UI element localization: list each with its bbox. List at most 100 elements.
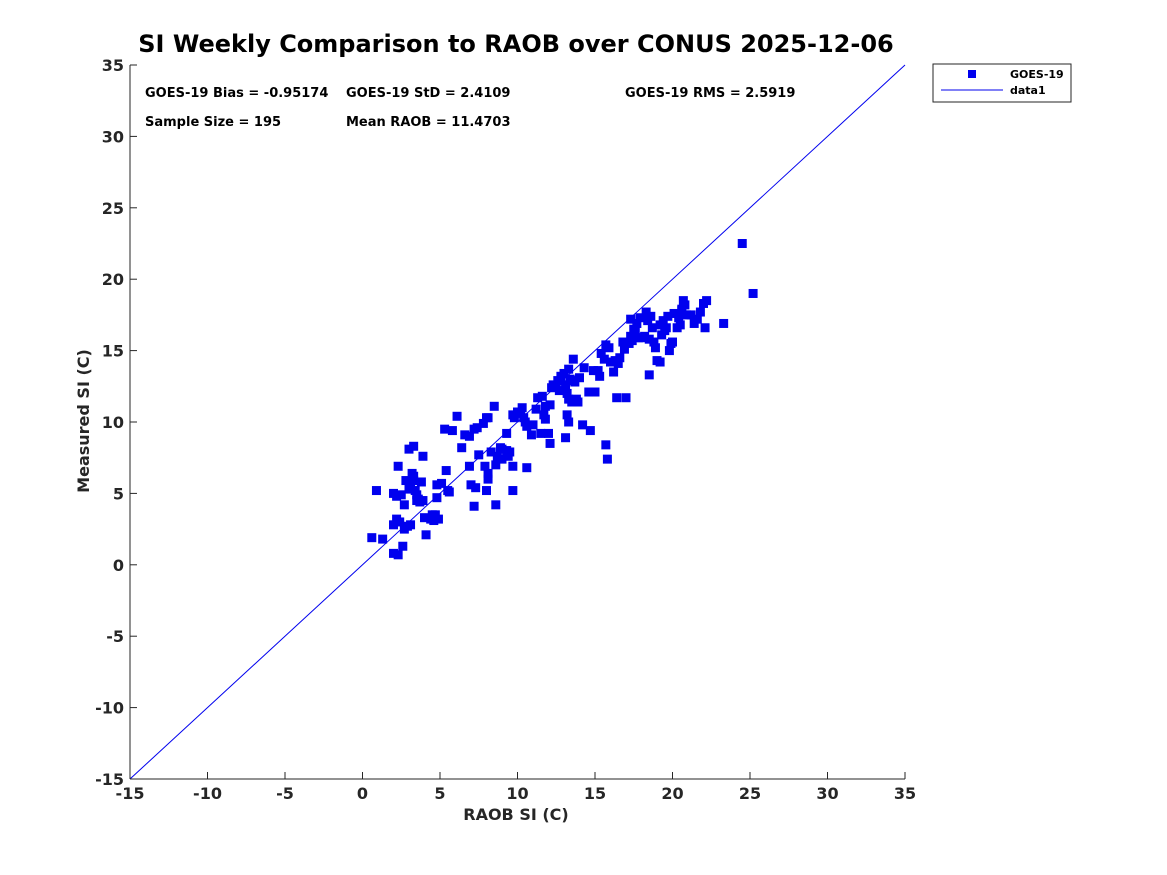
data-point — [599, 354, 609, 364]
x-tick-label: 30 — [816, 784, 838, 803]
y-tick-label: 10 — [102, 413, 124, 432]
data-point — [584, 387, 594, 397]
data-point — [702, 296, 712, 306]
x-tick-label: 35 — [894, 784, 916, 803]
data-point — [537, 391, 547, 401]
data-point — [640, 331, 650, 341]
data-point — [612, 393, 622, 403]
data-point — [460, 430, 470, 440]
data-point — [474, 450, 484, 460]
data-point — [601, 440, 611, 450]
data-point — [482, 486, 491, 496]
data-point — [669, 308, 679, 318]
x-tick-label: 5 — [434, 784, 445, 803]
legend-marker-goes19 — [968, 70, 976, 78]
data-point — [432, 493, 442, 503]
data-point — [561, 380, 571, 390]
data-point — [590, 387, 600, 397]
data-point — [531, 404, 541, 414]
data-point — [526, 430, 536, 440]
data-point — [437, 478, 447, 488]
data-point — [491, 500, 501, 510]
data-point — [641, 307, 651, 317]
data-point — [492, 451, 502, 461]
data-point — [564, 417, 574, 427]
y-tick-label: 5 — [113, 484, 124, 503]
data-point — [575, 373, 584, 383]
data-point — [497, 444, 507, 454]
data-point — [389, 548, 398, 558]
x-tick-label: -15 — [116, 784, 145, 803]
data-point — [677, 304, 687, 314]
data-point — [610, 356, 620, 366]
sample-size-stat: Sample Size = 195 — [145, 115, 281, 130]
data-point — [432, 480, 442, 490]
data-point — [621, 393, 631, 403]
data-point — [561, 433, 571, 443]
data-point — [393, 461, 403, 471]
data-point — [457, 443, 467, 453]
data-point — [486, 447, 496, 457]
data-point — [409, 471, 419, 481]
data-point — [635, 313, 645, 323]
data-point — [522, 463, 532, 473]
data-point — [483, 474, 493, 484]
data-point — [440, 424, 450, 434]
data-point — [681, 310, 691, 320]
data-point — [401, 476, 411, 486]
data-point — [579, 363, 589, 373]
data-point — [658, 316, 668, 326]
data-point — [513, 407, 522, 417]
x-axis-ticks: -15 -10 -5 0 5 10 15 20 25 30 35 — [116, 772, 916, 803]
y-tick-label: 20 — [102, 270, 124, 289]
data-point — [719, 318, 729, 328]
data-point — [649, 337, 659, 347]
data-point — [562, 410, 572, 420]
data-point — [508, 486, 518, 496]
data-point — [389, 488, 398, 498]
data-point — [371, 486, 381, 496]
rms-stat: GOES-19 RMS = 2.5919 — [625, 86, 795, 101]
data-point — [554, 386, 564, 396]
data-point — [503, 451, 513, 461]
y-tick-label: 0 — [113, 556, 124, 575]
data-point — [404, 484, 414, 494]
data-point — [562, 388, 572, 398]
data-point — [644, 370, 654, 380]
data-point — [466, 480, 476, 490]
data-point — [692, 314, 702, 324]
data-point — [497, 454, 507, 464]
data-point — [502, 428, 512, 438]
data-point — [545, 438, 555, 448]
data-point — [416, 477, 426, 487]
data-point — [564, 364, 574, 374]
data-point — [548, 380, 558, 390]
data-point — [661, 323, 671, 333]
legend-label-goes19: GOES-19 — [1010, 68, 1064, 81]
y-tick-label: -10 — [95, 699, 124, 718]
data-point — [471, 483, 481, 493]
std-stat: GOES-19 StD = 2.4109 — [346, 86, 510, 101]
mean-raob-stat: Mean RAOB = 11.4703 — [346, 115, 511, 130]
data-point — [633, 333, 643, 343]
data-point — [664, 346, 674, 356]
data-point — [695, 307, 705, 317]
data-point — [609, 367, 619, 377]
data-point — [404, 444, 414, 454]
data-point — [632, 318, 642, 328]
data-point — [578, 420, 588, 430]
data-point — [650, 343, 660, 353]
scatter-points — [367, 239, 758, 560]
bias-stat: GOES-19 Bias = -0.95174 — [145, 86, 328, 101]
y-tick-label: 15 — [102, 342, 124, 361]
data-point — [509, 413, 519, 423]
data-point — [420, 513, 429, 523]
data-point — [517, 403, 527, 413]
data-point — [508, 461, 518, 471]
data-point — [606, 357, 615, 367]
data-point — [655, 357, 665, 367]
data-point — [626, 331, 636, 341]
data-point — [668, 337, 677, 347]
data-point — [570, 377, 580, 387]
